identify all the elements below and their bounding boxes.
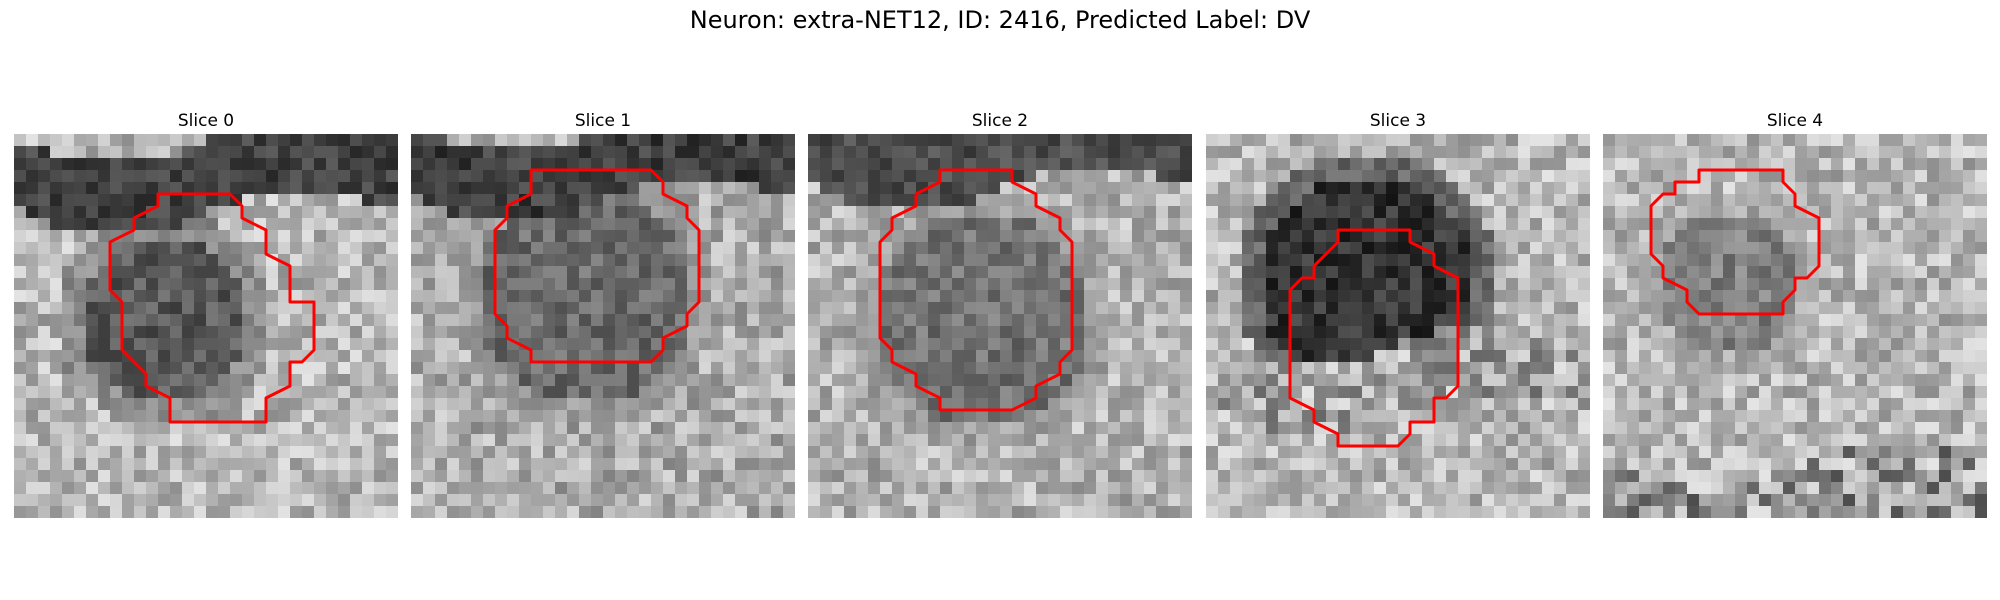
roi-outline [1288, 228, 1460, 448]
slice-image [411, 134, 795, 518]
slice-image [808, 134, 1192, 518]
figure-title: Neuron: extra-NET12, ID: 2416, Predicted… [689, 6, 1311, 34]
grayscale-tile [1206, 134, 1590, 518]
roi-outline [1649, 168, 1821, 316]
slice-title: Slice 1 [574, 111, 632, 131]
slice-image [14, 134, 398, 518]
roi-outline [493, 168, 701, 364]
slice-image [1206, 134, 1590, 518]
roi-outline [878, 168, 1074, 412]
slice-title: Slice 0 [177, 111, 235, 131]
roi-outline [108, 192, 316, 424]
slice-panel-4: Slice 4 [1603, 108, 1987, 518]
slice-panel-1: Slice 1 [411, 108, 795, 518]
grayscale-tile [14, 134, 398, 518]
slice-panel-3: Slice 3 [1206, 108, 1590, 518]
grayscale-tile [808, 134, 1192, 518]
slice-title: Slice 4 [1766, 111, 1824, 131]
slice-title: Slice 3 [1369, 111, 1427, 131]
slice-panel-2: Slice 2 [808, 108, 1192, 518]
grayscale-tile [411, 134, 795, 518]
grayscale-tile [1603, 134, 1987, 518]
slice-title: Slice 2 [971, 111, 1029, 131]
slice-panel-0: Slice 0 [14, 108, 398, 518]
slice-image [1603, 134, 1987, 518]
